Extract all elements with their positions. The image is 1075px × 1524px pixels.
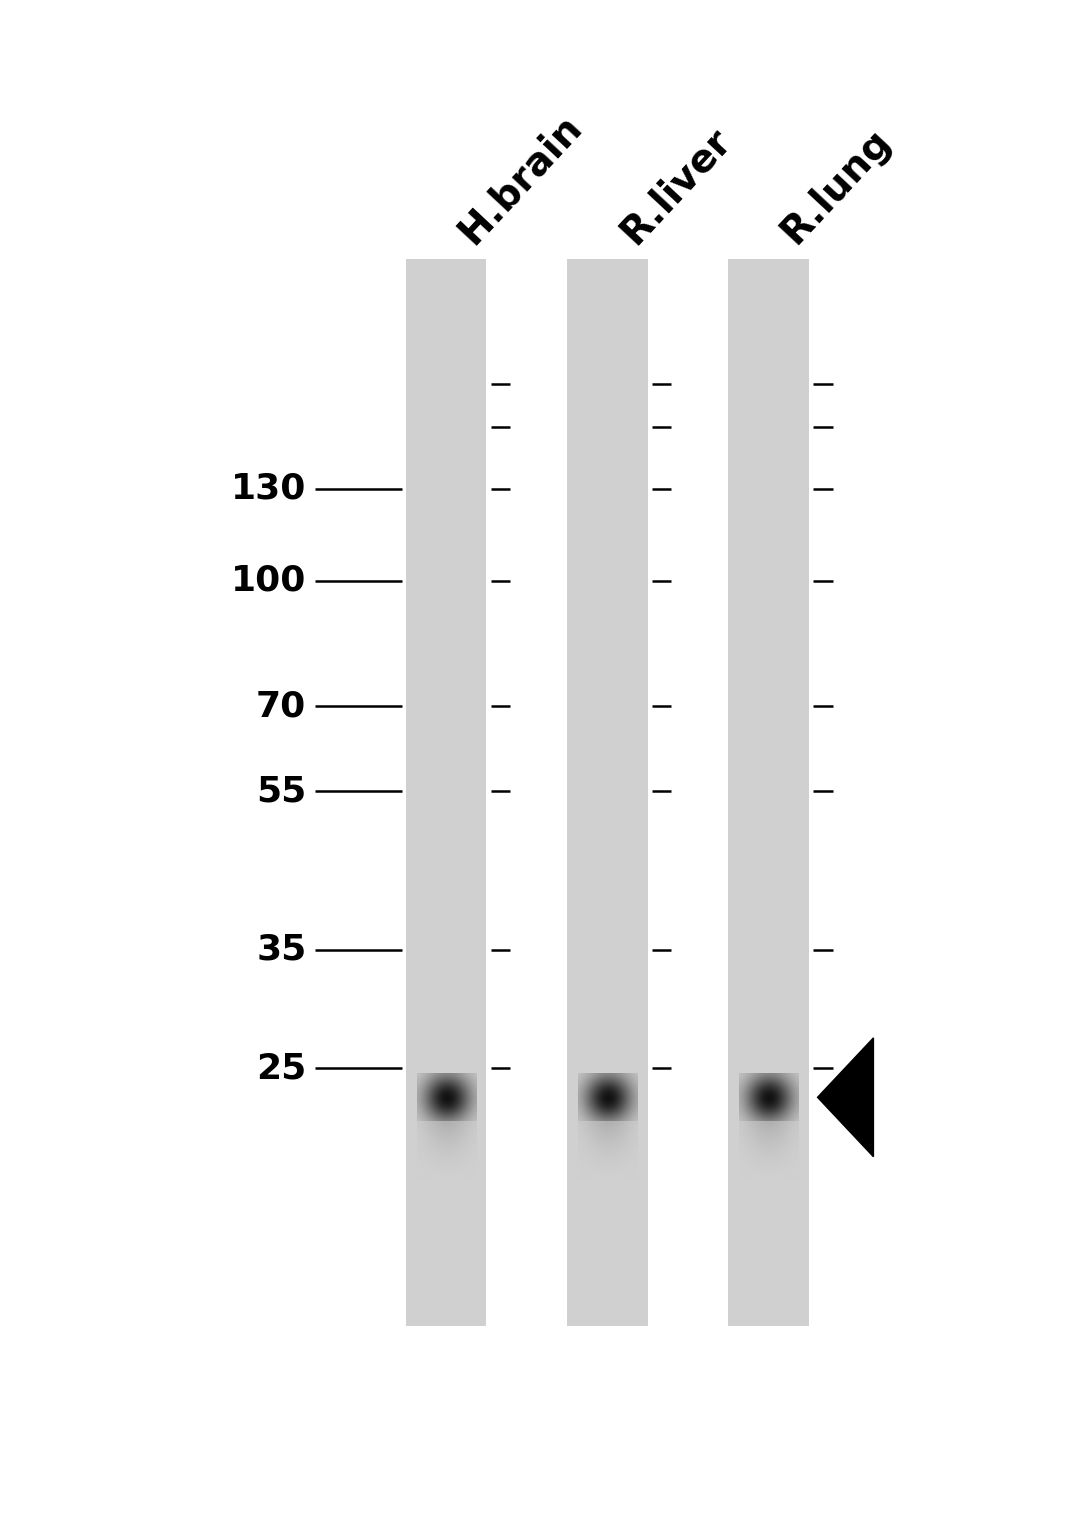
Text: 100: 100: [231, 564, 306, 597]
Bar: [729, 259, 809, 1326]
Text: 70: 70: [256, 689, 306, 724]
Text: 55: 55: [256, 774, 306, 808]
Text: H.brain: H.brain: [452, 107, 589, 251]
Text: R.lung: R.lung: [774, 122, 899, 251]
Text: R.liver: R.liver: [613, 120, 739, 251]
Text: 130: 130: [231, 472, 306, 506]
Text: 35: 35: [256, 933, 306, 966]
Bar: [406, 259, 486, 1326]
Bar: [568, 259, 647, 1326]
Text: 25: 25: [256, 1052, 306, 1085]
Polygon shape: [817, 1038, 873, 1157]
